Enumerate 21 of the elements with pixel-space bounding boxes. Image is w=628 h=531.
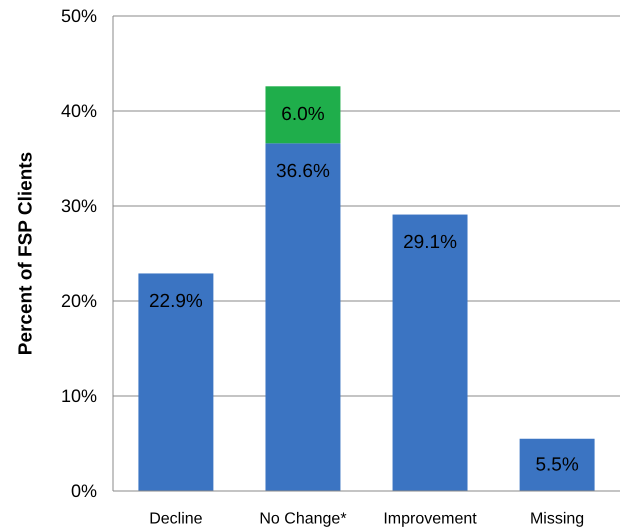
bar [265, 86, 340, 144]
data-label: 36.6% [276, 160, 330, 182]
x-tick-label: Decline [149, 510, 203, 528]
bar [138, 273, 214, 491]
x-tick-label: Improvement [383, 510, 478, 528]
data-label: 29.1% [403, 232, 458, 254]
y-axis-title: Percent of FSP Clients [16, 152, 36, 356]
data-label: 5.5% [535, 454, 579, 476]
y-tick-label: 30% [60, 196, 97, 216]
data-label: 6.0% [281, 104, 325, 125]
bar [265, 143, 340, 491]
y-tick-label: 0% [70, 481, 97, 501]
y-tick-label: 50% [60, 6, 97, 26]
x-tick-label: Missing [530, 510, 584, 528]
y-tick-label: 40% [60, 101, 97, 121]
data-label: 22.9% [148, 290, 203, 312]
bar [520, 438, 595, 491]
bar [392, 214, 468, 491]
y-tick-label: 20% [60, 291, 97, 311]
y-tick-label: 10% [60, 386, 97, 406]
x-tick-label: No Change* [259, 510, 347, 528]
